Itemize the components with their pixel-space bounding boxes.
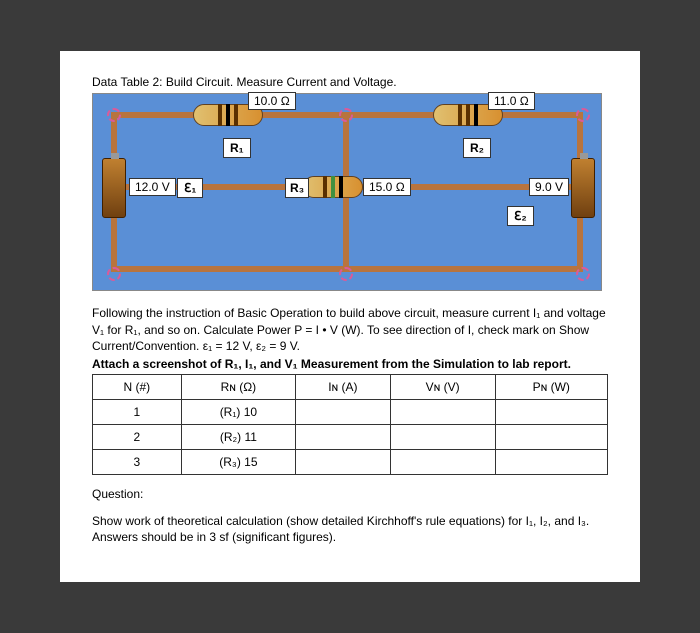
cell: (R₃) 15 (181, 450, 295, 475)
cell: 1 (93, 400, 182, 425)
data-table: N (#) Rɴ (Ω) Iɴ (A) Vɴ (V) Pɴ (W) 1 (R₁)… (92, 374, 608, 475)
cell (390, 450, 495, 475)
col-header: N (#) (93, 375, 182, 400)
node (339, 267, 353, 281)
page-title: Data Table 2: Build Circuit. Measure Cur… (92, 75, 608, 89)
e2-value: 9.0 V (529, 178, 569, 196)
resistor-r3 (303, 176, 363, 198)
r1-label: R₁ (223, 138, 251, 158)
question-heading: Question: (92, 487, 608, 501)
cell (296, 400, 391, 425)
node (107, 108, 121, 122)
e1-label: ℇ₁ (177, 178, 203, 198)
e1-value: 12.0 V (129, 178, 176, 196)
cell: (R₂) 11 (181, 425, 295, 450)
col-header: Pɴ (W) (495, 375, 607, 400)
cell: 2 (93, 425, 182, 450)
cell (495, 450, 607, 475)
node (576, 267, 590, 281)
col-header: Vɴ (V) (390, 375, 495, 400)
col-header: Iɴ (A) (296, 375, 391, 400)
instructions-bold: Attach a screenshot of R₁, I₁, and V₁ Me… (92, 356, 608, 372)
node (576, 108, 590, 122)
table-row: 2 (R₂) 11 (93, 425, 608, 450)
cell (296, 425, 391, 450)
cell (495, 400, 607, 425)
question-body: Show work of theoretical calculation (sh… (92, 513, 608, 545)
r1-value: 10.0 Ω (248, 92, 296, 110)
cell (390, 425, 495, 450)
table-row: 3 (R₃) 15 (93, 450, 608, 475)
r2-value: 11.0 Ω (488, 92, 535, 110)
r2-label: R₂ (463, 138, 491, 158)
battery-e1 (102, 158, 126, 218)
battery-e2 (571, 158, 595, 218)
cell (390, 400, 495, 425)
node (107, 267, 121, 281)
cell (296, 450, 391, 475)
cell: 3 (93, 450, 182, 475)
r3-value: 15.0 Ω (363, 178, 411, 196)
circuit-diagram: 10.0 Ω R₁ 11.0 Ω R₂ R₃ 15.0 Ω 12.0 V ℇ₁ … (92, 93, 602, 291)
e2-label: ℇ₂ (507, 206, 534, 226)
r3-label: R₃ (285, 178, 309, 198)
node (339, 108, 353, 122)
instructions-text: Following the instruction of Basic Opera… (92, 305, 608, 354)
col-header: Rɴ (Ω) (181, 375, 295, 400)
cell: (R₁) 10 (181, 400, 295, 425)
cell (495, 425, 607, 450)
table-row: 1 (R₁) 10 (93, 400, 608, 425)
